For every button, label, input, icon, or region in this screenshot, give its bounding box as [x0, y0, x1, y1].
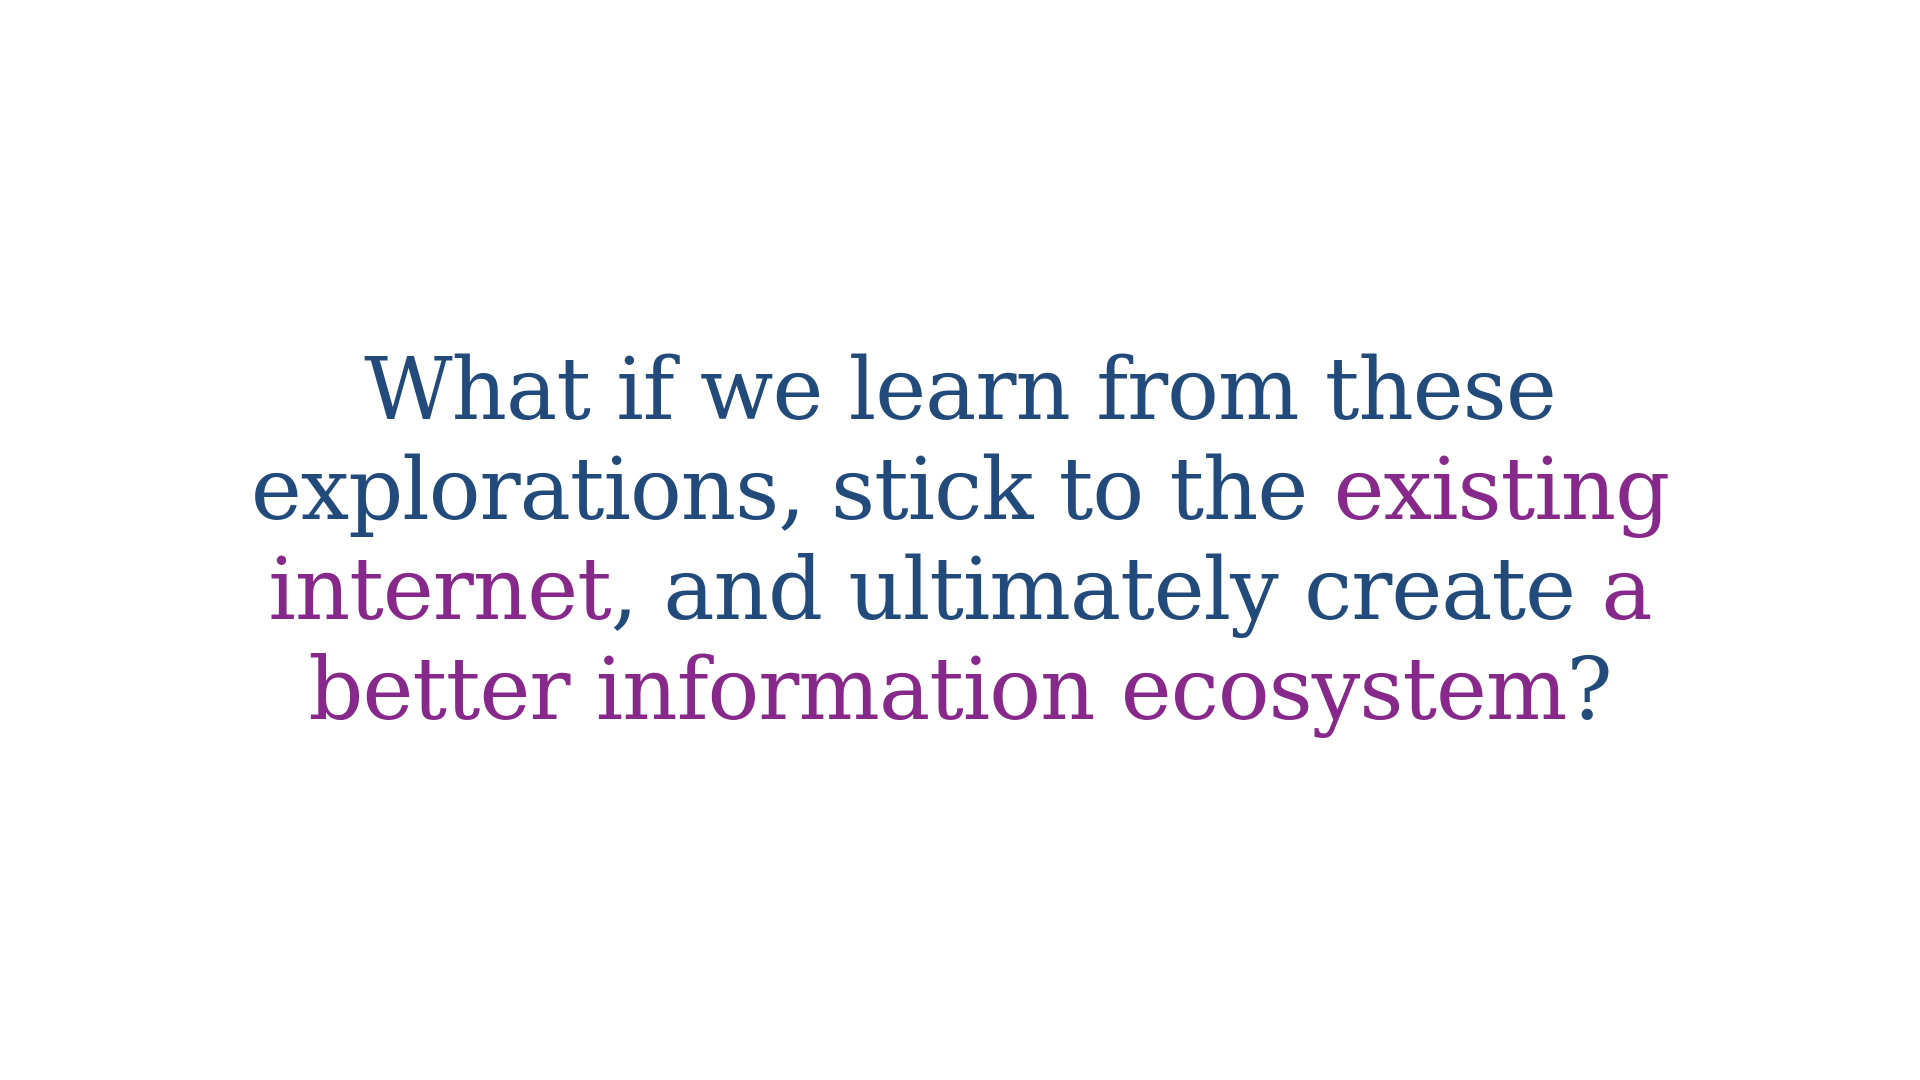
headline-highlight: existing [1333, 440, 1671, 540]
headline-text: What if we learn from these [364, 340, 1556, 440]
headline-text: ? [1566, 640, 1613, 740]
headline-line-3: internet, and ultimately create a [210, 540, 1710, 640]
headline-text: , and ultimately create [610, 540, 1602, 640]
headline-highlight: a [1601, 540, 1652, 640]
headline-line-1: What if we learn from these [210, 340, 1710, 440]
headline-line-4: better information ecosystem? [210, 640, 1710, 740]
slide-headline: What if we learn from these explorations… [210, 340, 1710, 740]
headline-text: explorations, stick to the [250, 440, 1334, 540]
headline-highlight: internet [268, 540, 611, 640]
headline-line-2: explorations, stick to the existing [210, 440, 1710, 540]
headline-highlight: better information ecosystem [308, 640, 1567, 740]
